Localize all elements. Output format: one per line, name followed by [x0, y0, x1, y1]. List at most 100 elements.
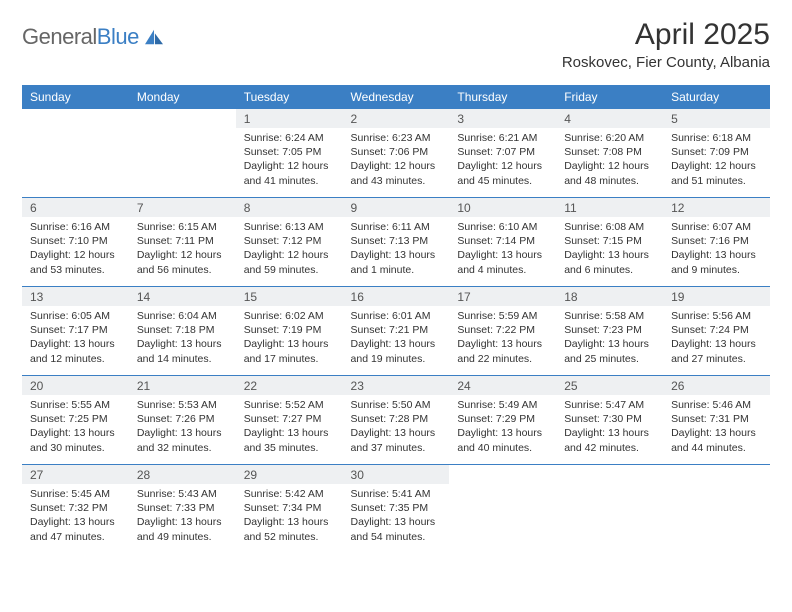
calendar-cell: 22Sunrise: 5:52 AMSunset: 7:27 PMDayligh… — [236, 375, 343, 464]
day-detail: Sunrise: 5:52 AMSunset: 7:27 PMDaylight:… — [236, 395, 343, 459]
day-number: 14 — [129, 287, 236, 306]
day-number: 15 — [236, 287, 343, 306]
sunrise-text: Sunrise: 6:21 AM — [457, 131, 548, 145]
daylight-text: Daylight: 13 hours and 37 minutes. — [351, 426, 442, 454]
daylight-text: Daylight: 13 hours and 1 minute. — [351, 248, 442, 276]
calendar-cell: 21 Sunrise: 5:53 AMSunset: 7:26 PMDayligh… — [129, 375, 236, 464]
day-number: 20 — [22, 376, 129, 395]
weekday-header: Tuesday — [236, 85, 343, 109]
sunrise-text: Sunrise: 6:08 AM — [564, 220, 655, 234]
calendar-cell — [449, 464, 556, 553]
sunset-text: Sunset: 7:19 PM — [244, 323, 335, 337]
day-number: 11 — [556, 198, 663, 217]
sunrise-text: Sunrise: 6:24 AM — [244, 131, 335, 145]
sunrise-text: Sunrise: 5:59 AM — [457, 309, 548, 323]
day-number: 17 — [449, 287, 556, 306]
sunset-text: Sunset: 7:14 PM — [457, 234, 548, 248]
day-number: 21 — [129, 376, 236, 395]
daylight-text: Daylight: 13 hours and 40 minutes. — [457, 426, 548, 454]
calendar-cell: 23Sunrise: 5:50 AMSunset: 7:28 PMDayligh… — [343, 375, 450, 464]
sunset-text: Sunset: 7:10 PM — [30, 234, 121, 248]
day-detail: Sunrise: 6:08 AMSunset: 7:15 PMDaylight:… — [556, 217, 663, 281]
calendar-cell — [129, 109, 236, 197]
day-detail: Sunrise: 5:59 AMSunset: 7:22 PMDaylight:… — [449, 306, 556, 370]
sunrise-text: Sunrise: 6:23 AM — [351, 131, 442, 145]
day-number: 10 — [449, 198, 556, 217]
day-detail: Sunrise: 6:07 AMSunset: 7:16 PMDaylight:… — [663, 217, 770, 281]
calendar-cell: 27Sunrise: 5:45 AMSunset: 7:32 PMDayligh… — [22, 464, 129, 553]
calendar-cell: 5Sunrise: 6:18 AMSunset: 7:09 PMDaylight… — [663, 109, 770, 197]
daylight-text: Daylight: 12 hours and 53 minutes. — [30, 248, 121, 276]
day-number: 16 — [343, 287, 450, 306]
day-number: 6 — [22, 198, 129, 217]
calendar-cell: 25Sunrise: 5:47 AMSunset: 7:30 PMDayligh… — [556, 375, 663, 464]
calendar-cell: 18Sunrise: 5:58 AMSunset: 7:23 PMDayligh… — [556, 286, 663, 375]
day-detail: Sunrise: 5:47 AMSunset: 7:30 PMDaylight:… — [556, 395, 663, 459]
day-detail: Sunrise: 6:23 AMSunset: 7:06 PMDaylight:… — [343, 128, 450, 192]
day-number: 7 — [129, 198, 236, 217]
day-number: 8 — [236, 198, 343, 217]
daylight-text: Daylight: 13 hours and 25 minutes. — [564, 337, 655, 365]
sunset-text: Sunset: 7:13 PM — [351, 234, 442, 248]
sunset-text: Sunset: 7:11 PM — [137, 234, 228, 248]
calendar-cell: 15Sunrise: 6:02 AMSunset: 7:19 PMDayligh… — [236, 286, 343, 375]
calendar-cell: 4Sunrise: 6:20 AMSunset: 7:08 PMDaylight… — [556, 109, 663, 197]
sunset-text: Sunset: 7:16 PM — [671, 234, 762, 248]
sunset-text: Sunset: 7:30 PM — [564, 412, 655, 426]
daylight-text: Daylight: 13 hours and 12 minutes. — [30, 337, 121, 365]
daylight-text: Daylight: 13 hours and 9 minutes. — [671, 248, 762, 276]
day-detail: Sunrise: 6:18 AMSunset: 7:09 PMDaylight:… — [663, 128, 770, 192]
sunset-text: Sunset: 7:06 PM — [351, 145, 442, 159]
day-detail: Sunrise: 5:58 AMSunset: 7:23 PMDaylight:… — [556, 306, 663, 370]
day-detail: Sunrise: 6:01 AMSunset: 7:21 PMDaylight:… — [343, 306, 450, 370]
day-number: 26 — [663, 376, 770, 395]
sunrise-text: Sunrise: 6:16 AM — [30, 220, 121, 234]
day-detail: Sunrise: 6:11 AMSunset: 7:13 PMDaylight:… — [343, 217, 450, 281]
sunrise-text: Sunrise: 5:49 AM — [457, 398, 548, 412]
page-header: GeneralBlue April 2025 Roskovec, Fier Co… — [22, 18, 770, 71]
day-detail: Sunrise: 5:41 AMSunset: 7:35 PMDaylight:… — [343, 484, 450, 548]
sunrise-text: Sunrise: 5:56 AM — [671, 309, 762, 323]
sunset-text: Sunset: 7:26 PM — [137, 412, 228, 426]
calendar-table: SundayMondayTuesdayWednesdayThursdayFrid… — [22, 85, 770, 553]
daylight-text: Daylight: 12 hours and 43 minutes. — [351, 159, 442, 187]
sunset-text: Sunset: 7:15 PM — [564, 234, 655, 248]
calendar-cell: 6Sunrise: 6:16 AMSunset: 7:10 PMDaylight… — [22, 197, 129, 286]
day-number: 24 — [449, 376, 556, 395]
calendar-week-row: 27Sunrise: 5:45 AMSunset: 7:32 PMDayligh… — [22, 464, 770, 553]
day-detail: Sunrise: 6:04 AMSunset: 7:18 PMDaylight:… — [129, 306, 236, 370]
sunrise-text: Sunrise: 6:04 AM — [137, 309, 228, 323]
calendar-cell: 19Sunrise: 5:56 AMSunset: 7:24 PMDayligh… — [663, 286, 770, 375]
sunset-text: Sunset: 7:28 PM — [351, 412, 442, 426]
sunrise-text: Sunrise: 5:50 AM — [351, 398, 442, 412]
day-number: 1 — [236, 109, 343, 128]
sunset-text: Sunset: 7:35 PM — [351, 501, 442, 515]
sunrise-text: Sunrise: 6:10 AM — [457, 220, 548, 234]
day-detail: Sunrise: 5:45 AMSunset: 7:32 PMDaylight:… — [22, 484, 129, 548]
calendar-cell: 17Sunrise: 5:59 AMSunset: 7:22 PMDayligh… — [449, 286, 556, 375]
sunset-text: Sunset: 7:08 PM — [564, 145, 655, 159]
daylight-text: Daylight: 13 hours and 49 minutes. — [137, 515, 228, 543]
calendar-cell: 2Sunrise: 6:23 AMSunset: 7:06 PMDaylight… — [343, 109, 450, 197]
day-detail: Sunrise: 6:16 AMSunset: 7:10 PMDaylight:… — [22, 217, 129, 281]
sunset-text: Sunset: 7:18 PM — [137, 323, 228, 337]
calendar-cell: 30Sunrise: 5:41 AMSunset: 7:35 PMDayligh… — [343, 464, 450, 553]
calendar-cell: 7Sunrise: 6:15 AMSunset: 7:11 PMDaylight… — [129, 197, 236, 286]
sunset-text: Sunset: 7:21 PM — [351, 323, 442, 337]
sunset-text: Sunset: 7:12 PM — [244, 234, 335, 248]
daylight-text: Daylight: 12 hours and 56 minutes. — [137, 248, 228, 276]
sunset-text: Sunset: 7:22 PM — [457, 323, 548, 337]
daylight-text: Daylight: 13 hours and 32 minutes. — [137, 426, 228, 454]
day-detail: Sunrise: 6:24 AMSunset: 7:05 PMDaylight:… — [236, 128, 343, 192]
day-number: 25 — [556, 376, 663, 395]
day-number: 13 — [22, 287, 129, 306]
sunrise-text: Sunrise: 5:53 AM — [137, 398, 228, 412]
day-number: 5 — [663, 109, 770, 128]
day-number: 29 — [236, 465, 343, 484]
brand-logo: GeneralBlue — [22, 24, 165, 50]
daylight-text: Daylight: 12 hours and 48 minutes. — [564, 159, 655, 187]
daylight-text: Daylight: 13 hours and 19 minutes. — [351, 337, 442, 365]
day-detail: Sunrise: 6:21 AMSunset: 7:07 PMDaylight:… — [449, 128, 556, 192]
calendar-cell: 20Sunrise: 5:55 AMSunset: 7:25 PMDayligh… — [22, 375, 129, 464]
calendar-cell: 9Sunrise: 6:11 AMSunset: 7:13 PMDaylight… — [343, 197, 450, 286]
